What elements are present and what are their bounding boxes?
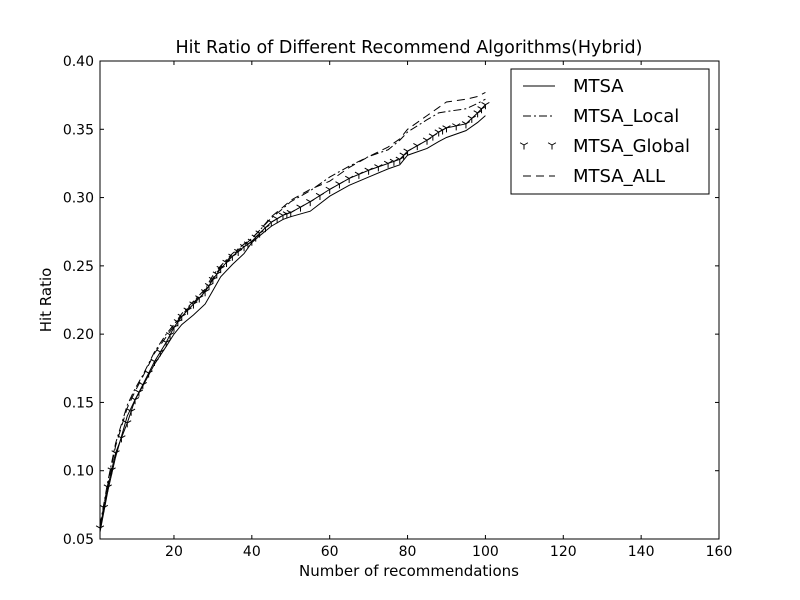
data-point-marker	[467, 115, 476, 123]
y-tick-label: 0.40	[63, 54, 94, 70]
data-point-marker	[344, 175, 354, 183]
x-tick-label: 160	[706, 544, 733, 560]
y-axis-label: Hit Ratio	[37, 268, 55, 333]
legend-box	[510, 68, 710, 195]
x-tick-label: 100	[472, 544, 499, 560]
data-point-marker	[364, 167, 373, 175]
data-point-marker	[239, 244, 249, 252]
data-point-marker	[228, 253, 237, 261]
data-point-marker	[251, 234, 260, 242]
legend-marker-mtsa-global	[519, 142, 529, 150]
data-point-marker	[335, 181, 344, 189]
x-tick-label: 20	[165, 544, 183, 560]
x-tick-label: 140	[628, 544, 655, 560]
data-point-marker	[452, 123, 461, 131]
data-point-marker	[272, 216, 282, 224]
data-point-marker	[134, 389, 144, 397]
data-point-marker	[422, 137, 432, 145]
data-point-marker	[126, 408, 136, 416]
x-tick-label: 80	[399, 544, 417, 560]
data-point-marker	[428, 133, 438, 141]
data-point-marker	[389, 158, 399, 166]
data-point-marker	[325, 186, 334, 194]
data-point-marker	[413, 142, 422, 151]
legend-label-mtsa-global: MTSA_Global	[573, 136, 690, 157]
y-tick-label: 0.20	[63, 327, 94, 343]
y-tick-label: 0.05	[63, 532, 94, 548]
data-point-marker	[315, 192, 325, 201]
data-point-marker	[461, 121, 471, 129]
data-point-marker	[481, 102, 490, 110]
data-point-marker	[243, 241, 253, 249]
legend-label-mtsa-all: MTSA_ALL	[573, 166, 665, 187]
x-tick-label: 120	[550, 544, 577, 560]
legend-label-mtsa-local: MTSA_Local	[573, 106, 679, 127]
series-line-mtsa-all	[99, 91, 486, 527]
data-point-marker	[212, 271, 221, 279]
data-point-marker	[189, 301, 198, 309]
legend-label-mtsa: MTSA	[573, 76, 624, 97]
data-point-marker	[403, 148, 412, 156]
data-point-marker	[374, 164, 383, 172]
data-point-marker	[442, 125, 451, 133]
data-point-marker	[399, 152, 408, 160]
data-point-marker	[477, 106, 486, 114]
y-tick-label: 0.10	[63, 464, 94, 480]
data-point-marker	[306, 198, 315, 207]
data-point-marker	[165, 332, 175, 340]
legend-marker-mtsa-global	[547, 142, 557, 150]
data-point-marker	[286, 209, 295, 218]
data-point-marker	[123, 420, 132, 428]
x-tick-label: 40	[243, 544, 261, 560]
plot-frame	[99, 60, 720, 540]
y-tick-label: 0.25	[63, 259, 94, 275]
ticks-layer: 20 40 60 80 100 120 140 160 0.05 0.10 0.15 0.20 0.25…	[63, 54, 733, 560]
series-layer	[95, 91, 490, 533]
data-point-marker	[395, 156, 404, 164]
data-point-marker	[383, 160, 393, 168]
y-tick-label: 0.30	[63, 191, 94, 207]
y-tick-label: 0.35	[63, 122, 94, 138]
y-tick-label: 0.15	[63, 395, 94, 411]
data-point-marker	[162, 339, 171, 347]
data-point-marker	[473, 110, 482, 118]
data-point-marker	[111, 450, 120, 458]
legend: MTSA MTSA_Local MTSA_Global MTSA_ALL	[510, 68, 710, 195]
x-axis-label: Number of recommendations	[299, 562, 519, 580]
data-point-marker	[354, 171, 364, 179]
data-point-marker	[204, 282, 214, 291]
x-tick-label: 60	[321, 544, 339, 560]
data-point-marker	[296, 204, 305, 212]
chart-title: Hit Ratio of Different Recommend Algorit…	[176, 38, 643, 58]
